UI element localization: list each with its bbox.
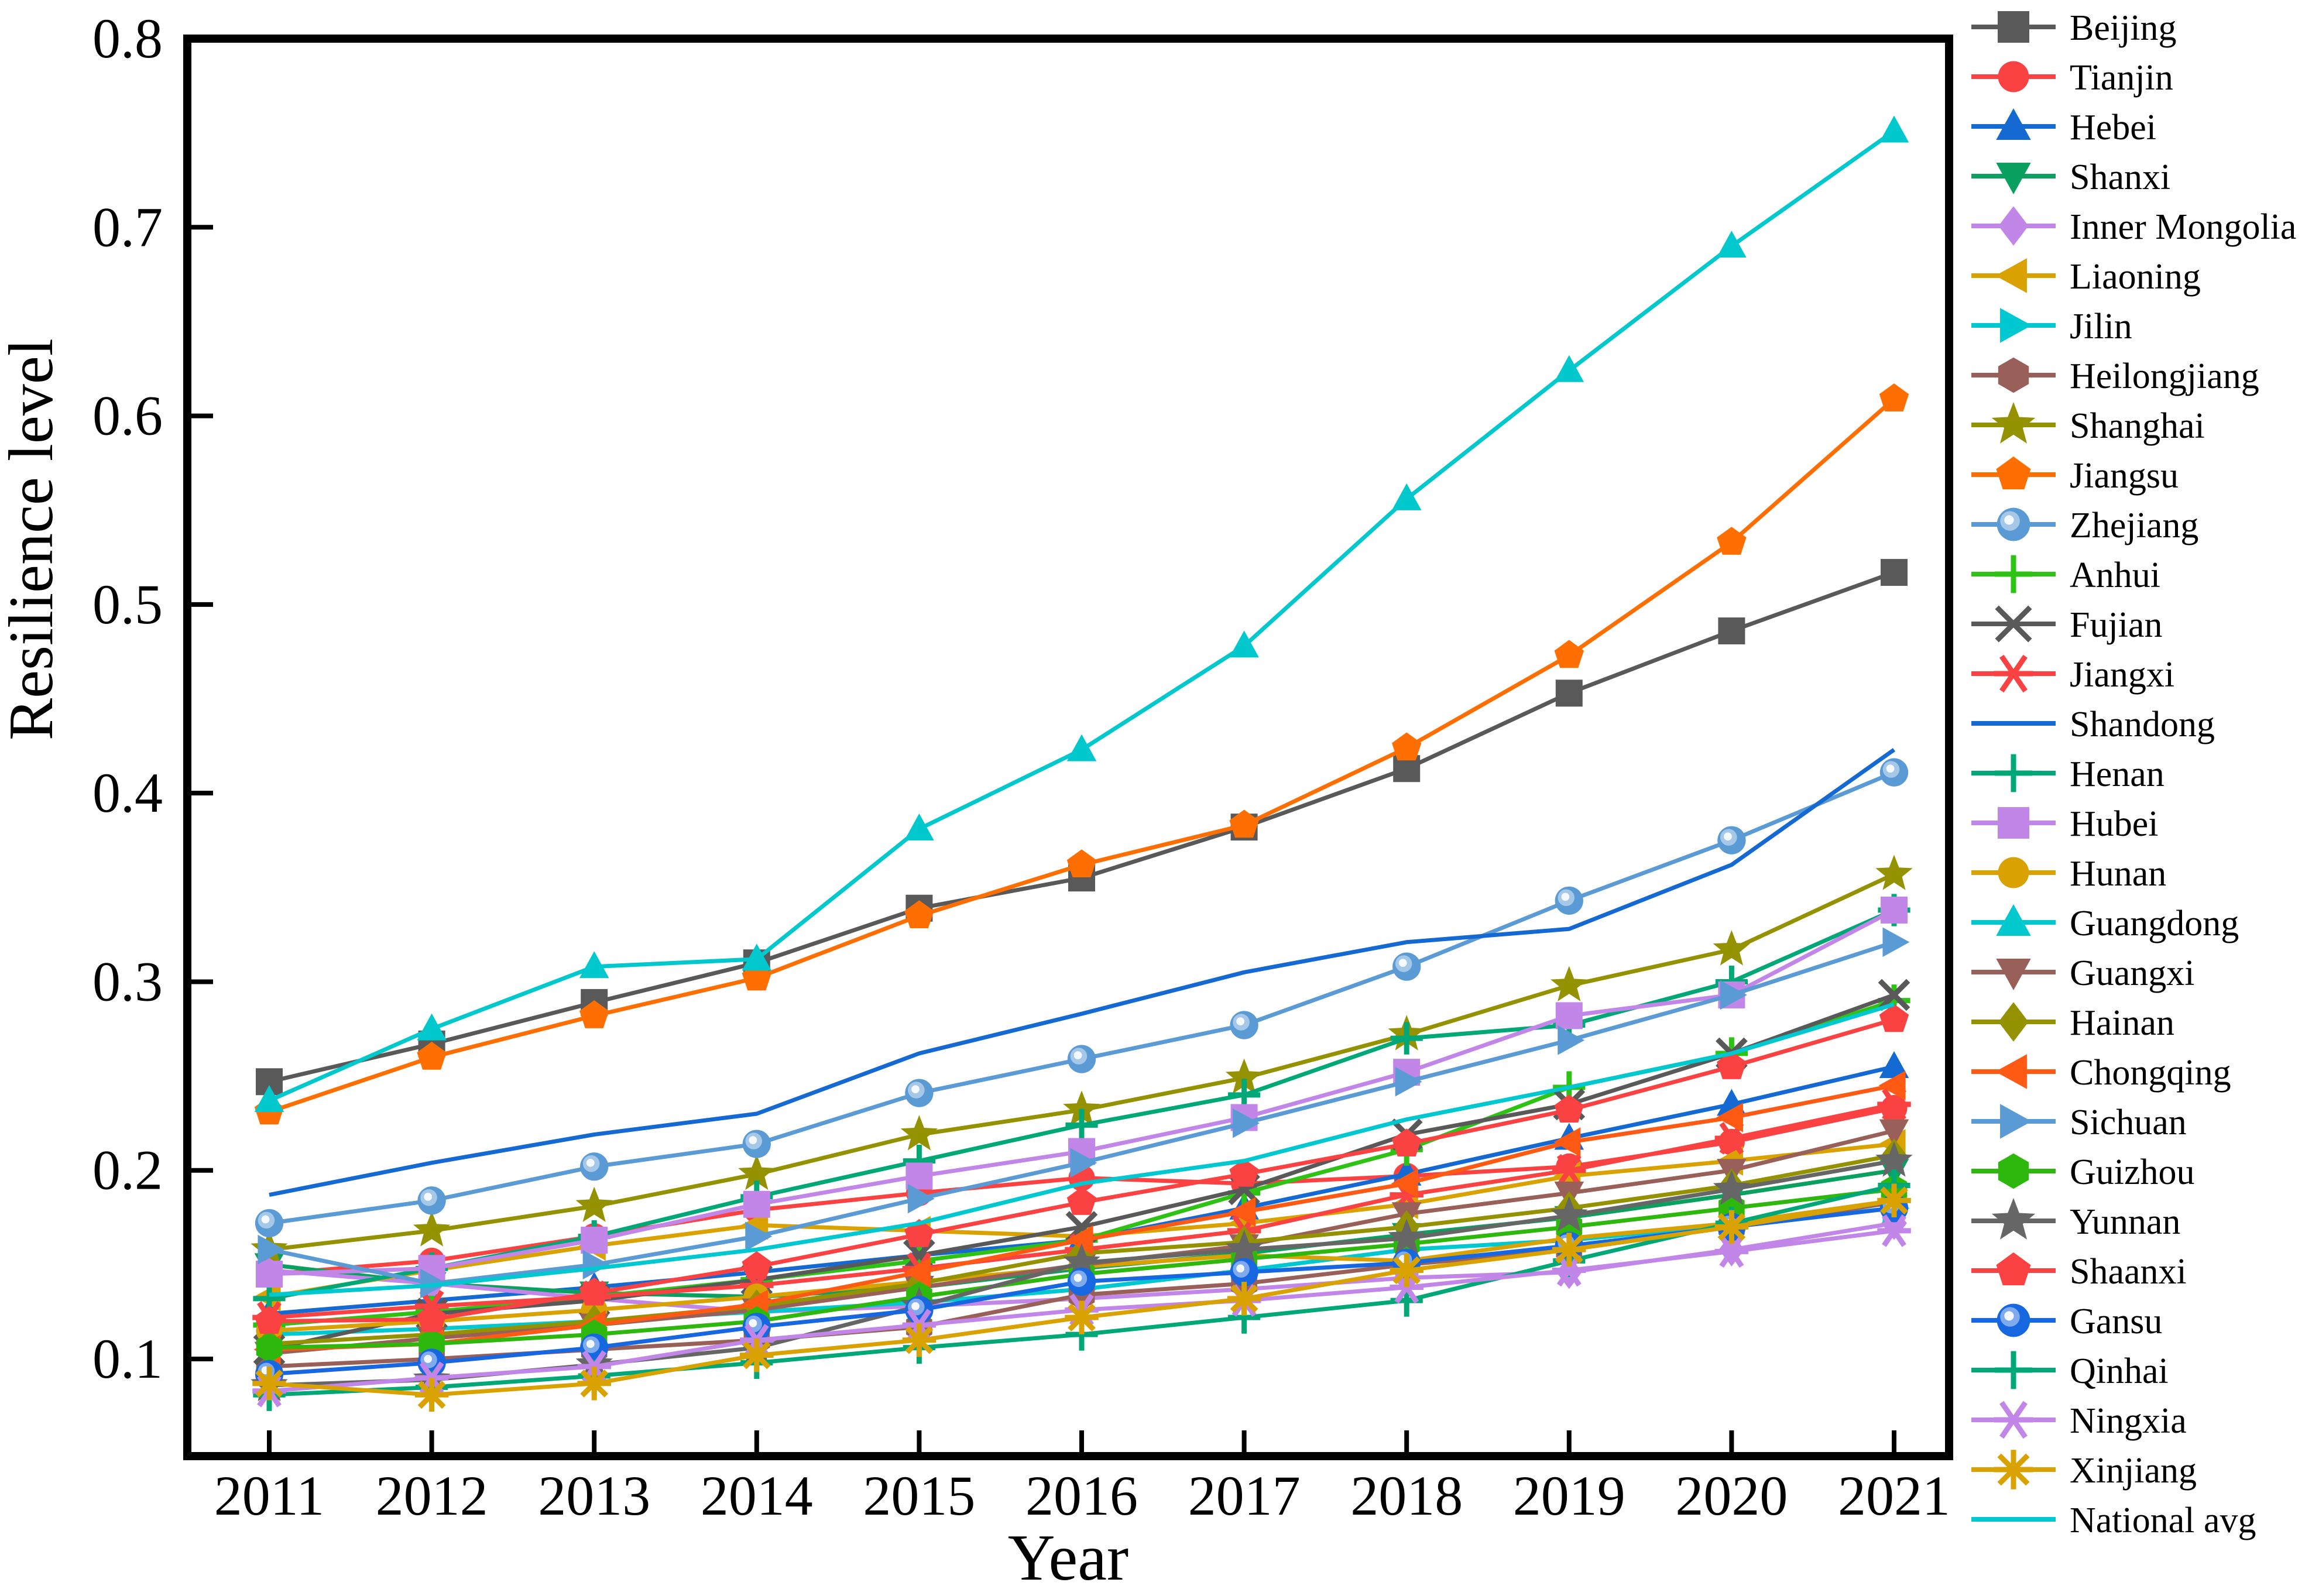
- series-shaanxi: [254, 1004, 1909, 1334]
- legend-item-qinhai: Qinhai: [1971, 1351, 2169, 1391]
- legend-item-henan: Henan: [1971, 754, 2165, 794]
- y-tick-label: 0.4: [92, 761, 163, 824]
- x-tick-label: 2021: [1838, 1464, 1950, 1527]
- legend-item-guangxi: Guangxi: [1971, 953, 2195, 993]
- legend-item-hubei: Hubei: [1971, 804, 2159, 844]
- legend-label: Chongqing: [2070, 1053, 2231, 1093]
- y-axis-title: Resilience level: [0, 338, 66, 740]
- legend-label: Fujian: [2070, 605, 2162, 645]
- legend-item-ningxia: Ningxia: [1971, 1401, 2187, 1441]
- series-national-avg: [269, 1002, 1895, 1297]
- legend-label: Yunnan: [2070, 1202, 2180, 1242]
- legend-item-liaoning: Liaoning: [1971, 257, 2201, 297]
- legend-item-shanxi: Shanxi: [1971, 157, 2170, 197]
- series-jiangsu: [254, 383, 1909, 1125]
- series-guangdong: [254, 115, 1909, 1113]
- legend-item-sichuan: Sichuan: [1971, 1103, 2187, 1142]
- legend-item-jilin: Jilin: [1971, 307, 2132, 346]
- x-tick-label: 2017: [1188, 1464, 1301, 1527]
- legend-label: Ningxia: [2070, 1401, 2187, 1441]
- legend-item-jiangsu: Jiangsu: [1971, 456, 2179, 496]
- y-tick-label: 0.1: [92, 1327, 163, 1390]
- series-zhejiang: [255, 758, 1909, 1238]
- legend-label: Jiangsu: [2070, 456, 2179, 496]
- legend-label: National avg: [2070, 1501, 2256, 1540]
- y-tick-label: 0.7: [92, 195, 163, 258]
- legend-label: Shanghai: [2070, 406, 2205, 446]
- legend-label: Hubei: [2070, 804, 2159, 844]
- legend-label: Hunan: [2070, 854, 2166, 894]
- legend-label: Beijing: [2070, 8, 2177, 48]
- y-tick-label: 0.8: [92, 7, 163, 70]
- y-tick-label: 0.2: [92, 1139, 163, 1202]
- legend-label: Shandong: [2070, 705, 2215, 744]
- legend-label: Hainan: [2070, 1003, 2174, 1043]
- legend-label: Shaanxi: [2070, 1252, 2187, 1292]
- series-shandong: [269, 748, 1896, 1197]
- legend-item-beijing: Beijing: [1971, 8, 2177, 48]
- legend-label: Heilongjiang: [2070, 356, 2259, 396]
- x-tick-label: 2020: [1675, 1464, 1788, 1527]
- legend-item-xinjiang: Xinjiang: [1971, 1450, 2197, 1491]
- y-tick-label: 0.6: [92, 385, 163, 447]
- legend-label: Hebei: [2070, 108, 2156, 147]
- legend-item-hainan: Hainan: [1971, 1002, 2174, 1043]
- legend-item-yunnan: Yunnan: [1971, 1197, 2180, 1242]
- x-axis-title: Year: [1007, 1522, 1129, 1594]
- legend-label: Tianjin: [2070, 58, 2173, 98]
- legend-item-tianjin: Tianjin: [1971, 58, 2173, 98]
- legend-item-heilongjiang: Heilongjiang: [1971, 356, 2259, 396]
- x-tick-label: 2018: [1350, 1464, 1463, 1527]
- legend-item-anhui: Anhui: [1971, 555, 2160, 595]
- legend-label: Henan: [2070, 754, 2165, 794]
- legend: Beijing Tianjin Hebei Shanxi Inner Mongolia L…: [1971, 8, 2296, 1540]
- x-tick-label: 2016: [1025, 1464, 1138, 1527]
- y-tick-label: 0.5: [92, 573, 163, 636]
- legend-label: Shanxi: [2070, 157, 2170, 197]
- legend-label: Liaoning: [2070, 257, 2201, 297]
- legend-label: Xinjiang: [2070, 1451, 2197, 1491]
- x-tick-label: 2019: [1513, 1464, 1625, 1527]
- y-tick-label: 0.3: [92, 950, 163, 1012]
- legend-label: Guangdong: [2070, 904, 2239, 943]
- legend-item-hebei: Hebei: [1971, 108, 2156, 147]
- x-tick-label: 2011: [214, 1464, 324, 1527]
- legend-item-gansu: Gansu: [1971, 1302, 2162, 1341]
- legend-item-shandong: Shandong: [1971, 705, 2215, 744]
- x-tick-label: 2015: [863, 1464, 975, 1527]
- legend-item-inner-mongolia: Inner Mongolia: [1971, 206, 2296, 247]
- legend-item-national-avg: National avg: [1971, 1501, 2256, 1540]
- legend-label: Guizhou: [2070, 1152, 2195, 1192]
- legend-item-guangdong: Guangdong: [1971, 904, 2239, 943]
- x-tick-label: 2014: [701, 1464, 813, 1527]
- legend-label: Qinhai: [2070, 1351, 2169, 1391]
- legend-label: Gansu: [2070, 1302, 2162, 1341]
- plot-frame: [183, 35, 1953, 1460]
- legend-label: Anhui: [2070, 555, 2160, 595]
- legend-item-shaanxi: Shaanxi: [1971, 1252, 2187, 1292]
- x-tick-label: 2013: [538, 1464, 650, 1527]
- legend-label: Zhejiang: [2070, 506, 2198, 545]
- x-tick-label: 2012: [376, 1464, 488, 1527]
- series-xinjiang: [252, 1183, 1911, 1412]
- legend-item-chongqing: Chongqing: [1971, 1053, 2231, 1093]
- legend-label: Jilin: [2070, 307, 2132, 346]
- legend-item-guizhou: Guizhou: [1971, 1152, 2195, 1192]
- legend-label: Sichuan: [2070, 1103, 2187, 1142]
- legend-label: Inner Mongolia: [2070, 207, 2296, 247]
- legend-item-fujian: Fujian: [1971, 605, 2162, 645]
- legend-item-zhejiang: Zhejiang: [1971, 506, 2198, 545]
- legend-label: Jiangxi: [2070, 655, 2174, 695]
- series-hubei: [256, 896, 1908, 1288]
- legend-item-shanghai: Shanghai: [1971, 401, 2205, 446]
- legend-label: Guangxi: [2070, 953, 2195, 993]
- series-sichuan: [258, 927, 1910, 1299]
- legend-item-jiangxi: Jiangxi: [1971, 654, 2174, 695]
- legend-item-hunan: Hunan: [1971, 854, 2166, 894]
